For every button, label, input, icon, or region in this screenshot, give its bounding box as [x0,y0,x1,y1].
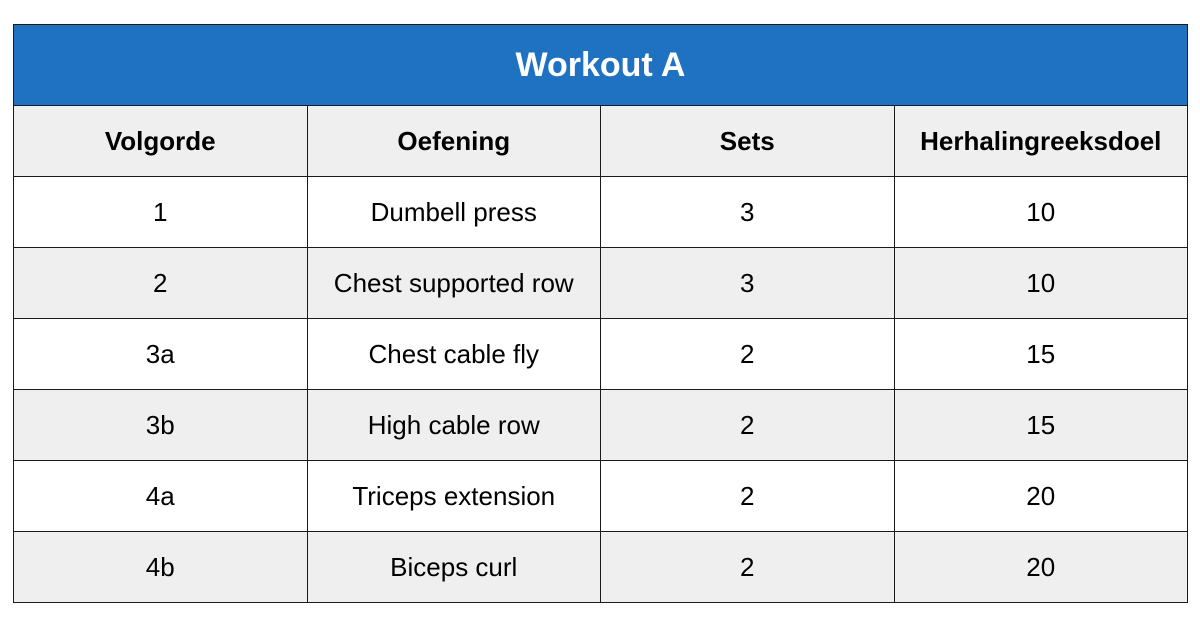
cell-sets: 3 [600,176,895,248]
cell-sets: 2 [600,318,895,390]
cell-volgorde: 1 [13,176,308,248]
table-row: 1 Dumbell press 3 10 [13,176,1188,248]
column-header-sets: Sets [600,105,895,177]
cell-sets: 2 [600,389,895,461]
table-row: 3b High cable row 2 15 [13,389,1188,461]
cell-oefening: Chest supported row [306,247,601,319]
cell-oefening: Dumbell press [306,176,601,248]
cell-volgorde: 3a [13,318,308,390]
cell-doel: 20 [893,460,1188,532]
cell-doel: 10 [893,176,1188,248]
cell-oefening: Biceps curl [306,531,601,603]
title-row: Workout A [13,24,1188,106]
cell-sets: 2 [600,460,895,532]
cell-doel: 20 [893,531,1188,603]
table-row: 3a Chest cable fly 2 15 [13,318,1188,390]
cell-doel: 10 [893,247,1188,319]
table-row: 4a Triceps extension 2 20 [13,460,1188,532]
column-header-volgorde: Volgorde [13,105,308,177]
cell-volgorde: 3b [13,389,308,461]
cell-sets: 3 [600,247,895,319]
cell-sets: 2 [600,531,895,603]
cell-oefening: High cable row [306,389,601,461]
cell-oefening: Chest cable fly [306,318,601,390]
cell-doel: 15 [893,318,1188,390]
cell-volgorde: 2 [13,247,308,319]
table-title: Workout A [13,24,1188,106]
table-row: 2 Chest supported row 3 10 [13,247,1188,319]
cell-oefening: Triceps extension [306,460,601,532]
cell-doel: 15 [893,389,1188,461]
header-row: Volgorde Oefening Sets Herhalingreeksdoe… [13,105,1188,177]
table-row: 4b Biceps curl 2 20 [13,531,1188,603]
cell-volgorde: 4a [13,460,308,532]
workout-table: Workout A Volgorde Oefening Sets Herhali… [13,24,1188,603]
column-header-oefening: Oefening [306,105,601,177]
cell-volgorde: 4b [13,531,308,603]
column-header-herhalingreeksdoel: Herhalingreeksdoel [893,105,1188,177]
